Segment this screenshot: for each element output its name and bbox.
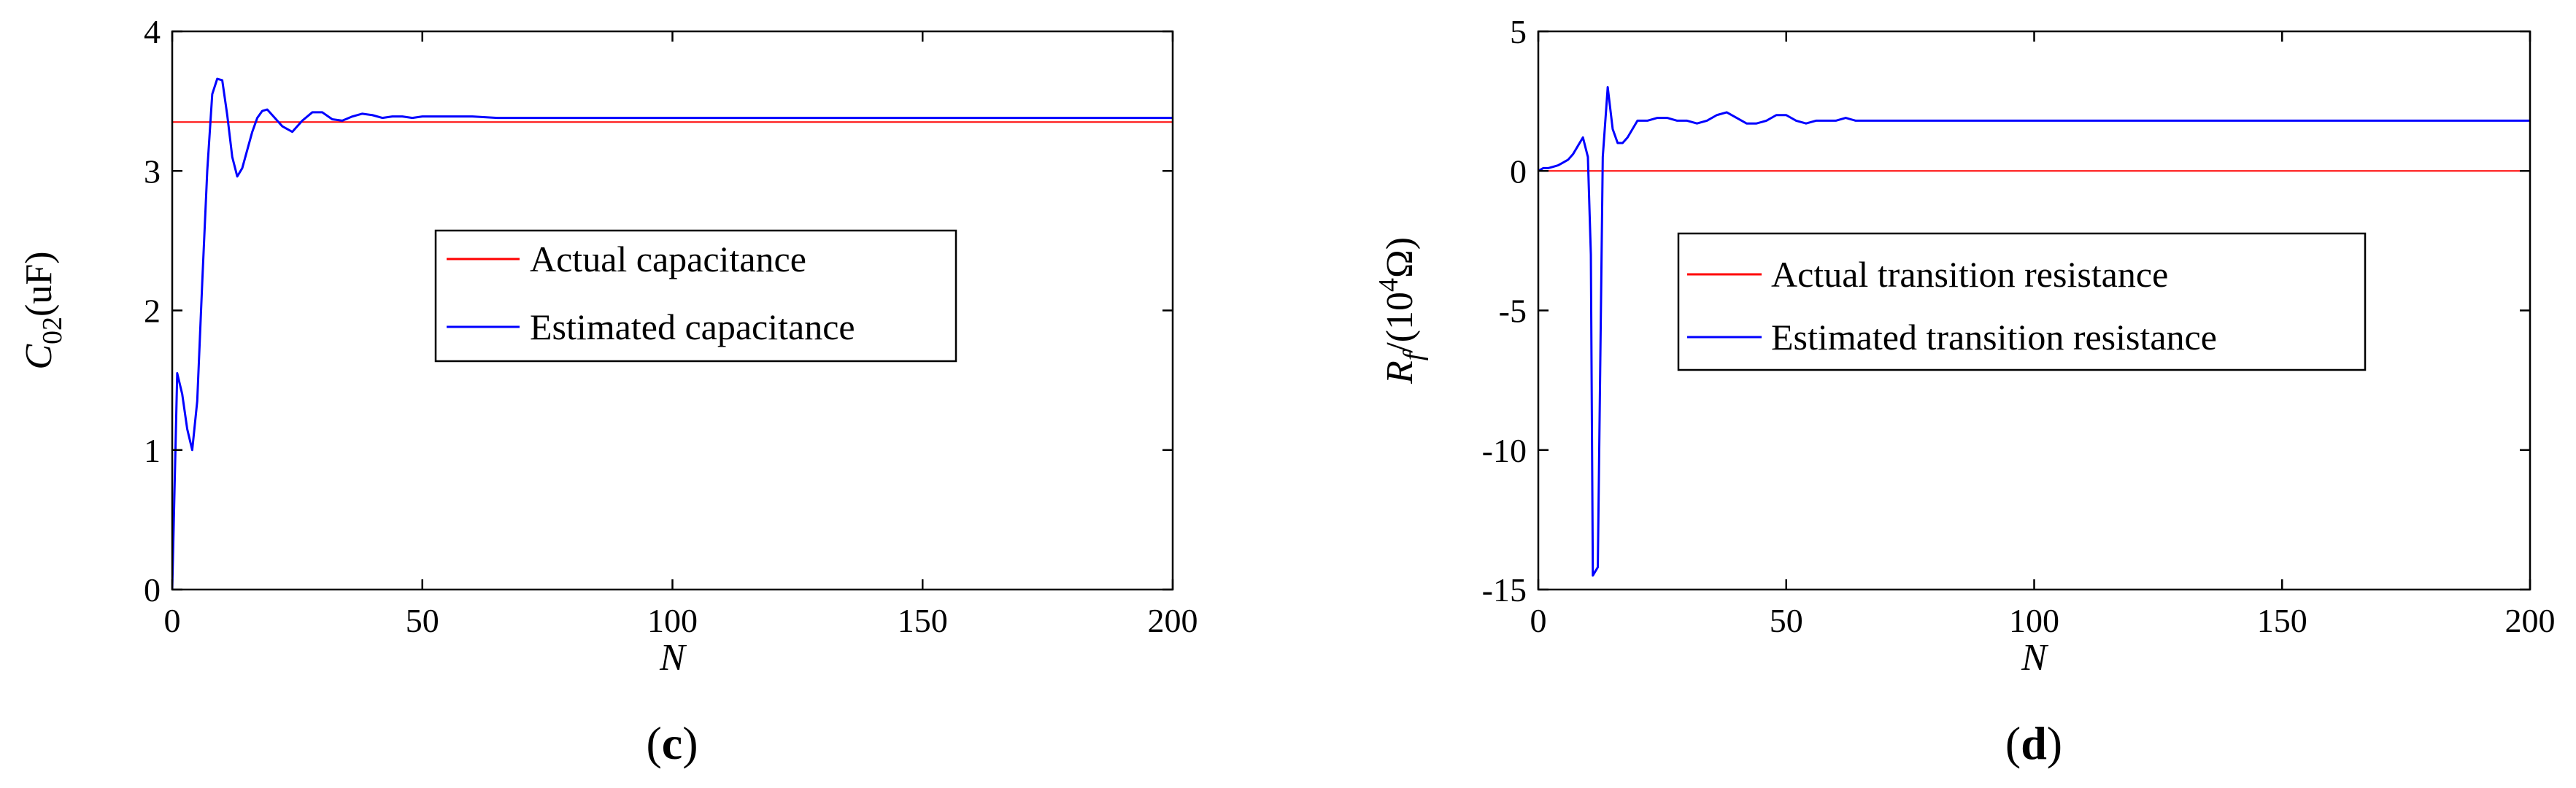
- panel-label-open: (: [2005, 717, 2021, 769]
- y-axis-label: Rf/(104Ω): [1373, 237, 1429, 385]
- panel-label-letter: d: [2021, 717, 2047, 769]
- x-tick-label: 200: [1148, 602, 1198, 639]
- x-tick-label: 200: [2505, 602, 2556, 639]
- y-tick-label: 0: [144, 571, 161, 609]
- y-tick-label: -15: [1482, 571, 1527, 609]
- x-tick-label: 150: [2257, 602, 2307, 639]
- panel-label-open: (: [646, 717, 661, 769]
- x-tick-label: 0: [164, 602, 181, 639]
- x-tick-label: 100: [2009, 602, 2059, 639]
- x-tick-label: 150: [898, 602, 948, 639]
- legend-box: [434, 229, 957, 363]
- y-label-unit-pre: /(10: [1379, 292, 1421, 353]
- series-line-estimated: [1538, 86, 2530, 577]
- y-axis-label: C02(uF): [18, 251, 68, 369]
- legend-box: [1677, 232, 2367, 371]
- y-tick-label: 4: [144, 13, 161, 50]
- y-tick-label: 5: [1510, 13, 1527, 50]
- y-tick-label: -10: [1482, 432, 1527, 469]
- series-group: [172, 77, 1173, 590]
- panel-label-letter: c: [662, 717, 682, 769]
- panel-label-close: ): [682, 717, 698, 769]
- y-tick-label: 3: [144, 152, 161, 190]
- y-tick-label: 2: [144, 293, 161, 330]
- y-tick-label: 1: [144, 432, 161, 469]
- panel-label-close: ): [2047, 717, 2062, 769]
- x-axis-label: N: [659, 637, 687, 679]
- legend-label-estimated: Estimated transition resistance: [1771, 317, 2217, 358]
- y-tick-label: -5: [1499, 293, 1527, 330]
- x-tick-label: 50: [406, 602, 439, 639]
- x-tick-label: 0: [1530, 602, 1547, 639]
- legend: Actual transition resistance Estimated tr…: [1677, 232, 2367, 371]
- y-label-superscript: 4: [1373, 278, 1404, 292]
- y-label-subscript: 02: [37, 317, 68, 344]
- panel-label: (c): [646, 717, 698, 769]
- legend-label-actual: Actual transition resistance: [1771, 254, 2168, 295]
- legend-label-actual: Actual capacitance: [530, 239, 806, 279]
- series-group: [1538, 86, 2530, 577]
- x-tick-label: 50: [1770, 602, 1803, 639]
- series-line-estimated: [172, 77, 1173, 590]
- chart-panel-c: 0 50 100 150 200 0 1 2 3 4 N C02(uF) Actual capacita…: [18, 13, 1198, 769]
- y-tick-label: 0: [1510, 152, 1527, 190]
- y-label-symbol: C: [18, 344, 60, 370]
- x-tick-label: 100: [647, 602, 698, 639]
- y-label-unit-post: Ω): [1379, 237, 1421, 278]
- y-label-unit: (uF): [18, 251, 60, 317]
- y-label-symbol: R: [1379, 360, 1421, 385]
- legend-label-estimated: Estimated capacitance: [530, 306, 855, 347]
- panel-label: (d): [2005, 717, 2062, 769]
- x-axis-label: N: [2021, 637, 2049, 679]
- legend: Actual capacitance Estimated capacitance: [434, 229, 957, 363]
- chart-panel-d: 0 50 100 150 200 -15 -10 -5 0 5 N Rf/(104Ω) Actual t…: [1373, 13, 2556, 769]
